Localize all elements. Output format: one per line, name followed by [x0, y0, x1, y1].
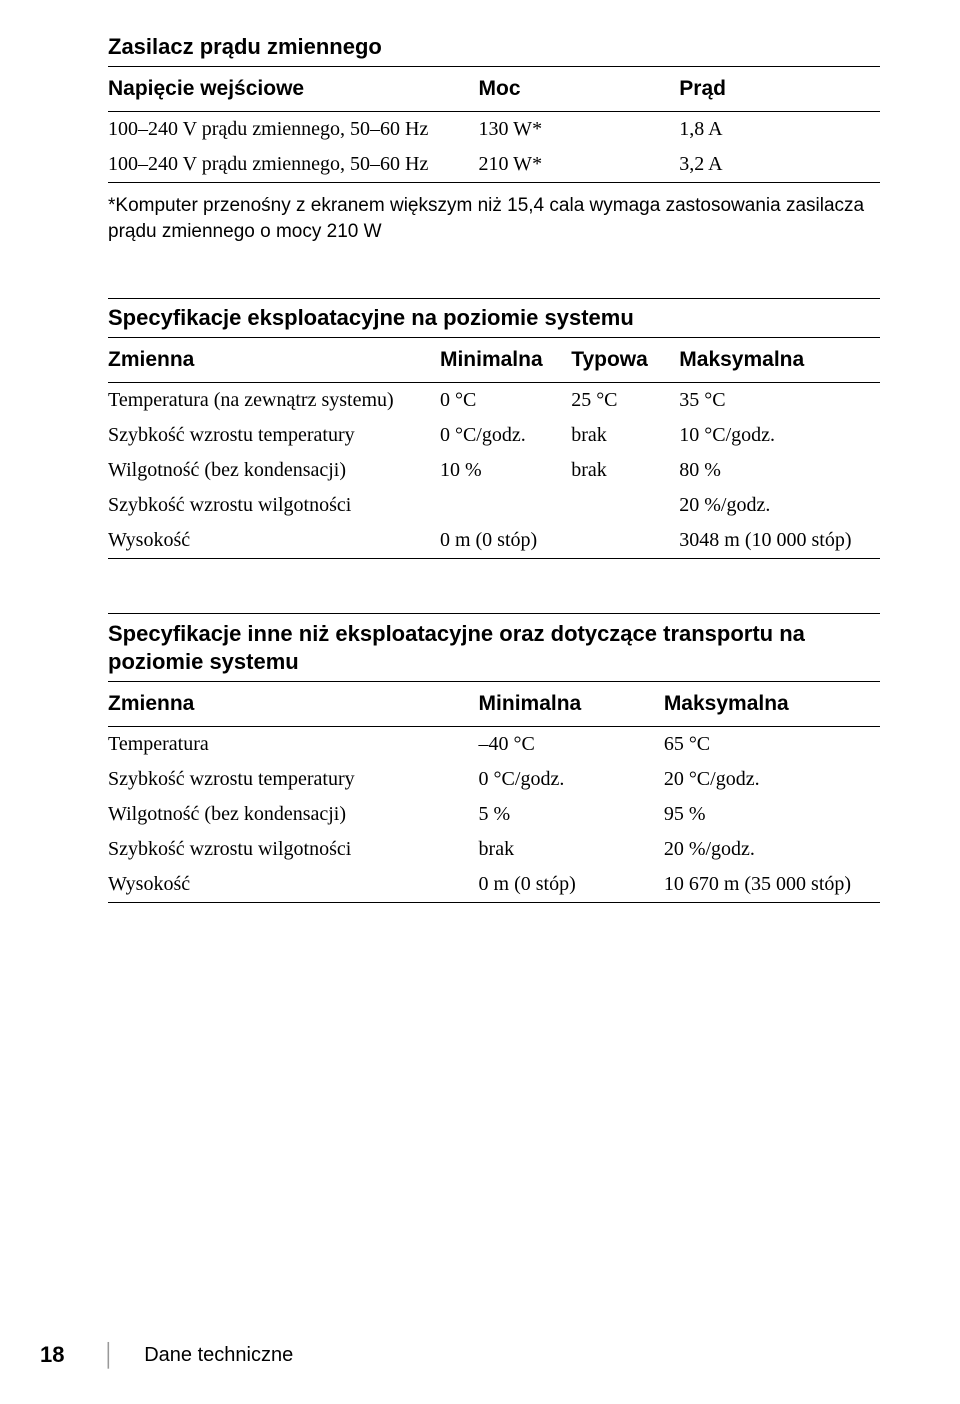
cell: 95 %: [664, 797, 880, 832]
cell: 0 °C/godz.: [479, 762, 664, 797]
col-header: Minimalna: [479, 682, 664, 726]
footer-section-label: Dane techniczne: [144, 1344, 293, 1367]
page: Zasilacz prądu zmiennego Napięcie wejści…: [0, 0, 960, 1404]
nonoperating-table: Zmienna Minimalna Maksymalna Temperatura…: [108, 682, 880, 902]
col-header: Minimalna: [440, 338, 571, 382]
cell: 1,8 A: [679, 112, 880, 147]
cell: [571, 488, 679, 523]
operating-table: Zmienna Minimalna Typowa Maksymalna Temp…: [108, 338, 880, 558]
cell: 65 °C: [664, 727, 880, 762]
cell: 20 %/godz.: [679, 488, 880, 523]
cell: –40 °C: [479, 727, 664, 762]
page-number: 18: [40, 1342, 64, 1368]
page-footer: 18 │ Dane techniczne: [40, 1342, 293, 1368]
divider: [108, 182, 880, 183]
table-row: Szybkość wzrostu wilgotności 20 %/godz.: [108, 488, 880, 523]
power-supply-section: Zasilacz prądu zmiennego Napięcie wejści…: [108, 34, 880, 244]
col-header: Maksymalna: [664, 682, 880, 726]
cell: Szybkość wzrostu wilgotności: [108, 832, 479, 867]
table-row: Wilgotność (bez kondensacji) 5 % 95 %: [108, 797, 880, 832]
col-header: Napięcie wejściowe: [108, 67, 479, 111]
table-row: Wysokość 0 m (0 stóp) 3048 m (10 000 stó…: [108, 523, 880, 558]
cell: Wysokość: [108, 867, 479, 902]
cell: 80 %: [679, 453, 880, 488]
col-header: Zmienna: [108, 682, 479, 726]
cell: 0 °C: [440, 383, 571, 418]
col-header: Moc: [479, 67, 680, 111]
footer-separator-icon: │: [102, 1342, 116, 1368]
cell: Temperatura (na zewnątrz systemu): [108, 383, 440, 418]
cell: 130 W*: [479, 112, 680, 147]
nonoperating-title: Specyfikacje inne niż eksploatacyjne ora…: [108, 620, 880, 675]
power-title: Zasilacz prądu zmiennego: [108, 34, 880, 60]
cell: 3,2 A: [679, 147, 880, 182]
cell: Temperatura: [108, 727, 479, 762]
cell: 10 °C/godz.: [679, 418, 880, 453]
cell: 35 °C: [679, 383, 880, 418]
divider: [108, 613, 880, 614]
operating-spec-section: Specyfikacje eksploatacyjne na poziomie …: [108, 298, 880, 559]
cell: 3048 m (10 000 stóp): [679, 523, 880, 558]
cell: brak: [571, 453, 679, 488]
divider: [108, 902, 880, 903]
cell: Wilgotność (bez kondensacji): [108, 453, 440, 488]
table-row: Szybkość wzrostu wilgotności brak 20 %/g…: [108, 832, 880, 867]
col-header: Prąd: [679, 67, 880, 111]
divider: [108, 558, 880, 559]
col-header: Typowa: [571, 338, 679, 382]
table-row: Temperatura –40 °C 65 °C: [108, 727, 880, 762]
cell: Szybkość wzrostu wilgotności: [108, 488, 440, 523]
cell: 100–240 V prądu zmiennego, 50–60 Hz: [108, 147, 479, 182]
cell: [440, 488, 571, 523]
table-header-row: Zmienna Minimalna Typowa Maksymalna: [108, 338, 880, 382]
cell: brak: [571, 418, 679, 453]
table-row: Szybkość wzrostu temperatury 0 °C/godz. …: [108, 418, 880, 453]
table-header-row: Zmienna Minimalna Maksymalna: [108, 682, 880, 726]
cell: 10 %: [440, 453, 571, 488]
power-note: *Komputer przenośny z ekranem większym n…: [108, 193, 880, 244]
cell: 5 %: [479, 797, 664, 832]
table-row: Wilgotność (bez kondensacji) 10 % brak 8…: [108, 453, 880, 488]
cell: brak: [479, 832, 664, 867]
table-row: Wysokość 0 m (0 stóp) 10 670 m (35 000 s…: [108, 867, 880, 902]
cell: 0 m (0 stóp): [479, 867, 664, 902]
nonoperating-spec-section: Specyfikacje inne niż eksploatacyjne ora…: [108, 613, 880, 903]
table-row: Szybkość wzrostu temperatury 0 °C/godz. …: [108, 762, 880, 797]
power-table: Napięcie wejściowe Moc Prąd 100–240 V pr…: [108, 67, 880, 182]
cell: 20 °C/godz.: [664, 762, 880, 797]
cell: 0 m (0 stóp): [440, 523, 571, 558]
table-row: 100–240 V prądu zmiennego, 50–60 Hz 130 …: [108, 112, 880, 147]
table-row: 100–240 V prądu zmiennego, 50–60 Hz 210 …: [108, 147, 880, 182]
col-header: Maksymalna: [679, 338, 880, 382]
cell: 210 W*: [479, 147, 680, 182]
table-header-row: Napięcie wejściowe Moc Prąd: [108, 67, 880, 111]
cell: Wysokość: [108, 523, 440, 558]
cell: [571, 523, 679, 558]
cell: Wilgotność (bez kondensacji): [108, 797, 479, 832]
cell: 0 °C/godz.: [440, 418, 571, 453]
cell: 25 °C: [571, 383, 679, 418]
cell: 100–240 V prądu zmiennego, 50–60 Hz: [108, 112, 479, 147]
divider: [108, 298, 880, 299]
cell: Szybkość wzrostu temperatury: [108, 762, 479, 797]
cell: 10 670 m (35 000 stóp): [664, 867, 880, 902]
operating-title: Specyfikacje eksploatacyjne na poziomie …: [108, 305, 880, 331]
table-row: Temperatura (na zewnątrz systemu) 0 °C 2…: [108, 383, 880, 418]
cell: 20 %/godz.: [664, 832, 880, 867]
cell: Szybkość wzrostu temperatury: [108, 418, 440, 453]
col-header: Zmienna: [108, 338, 440, 382]
